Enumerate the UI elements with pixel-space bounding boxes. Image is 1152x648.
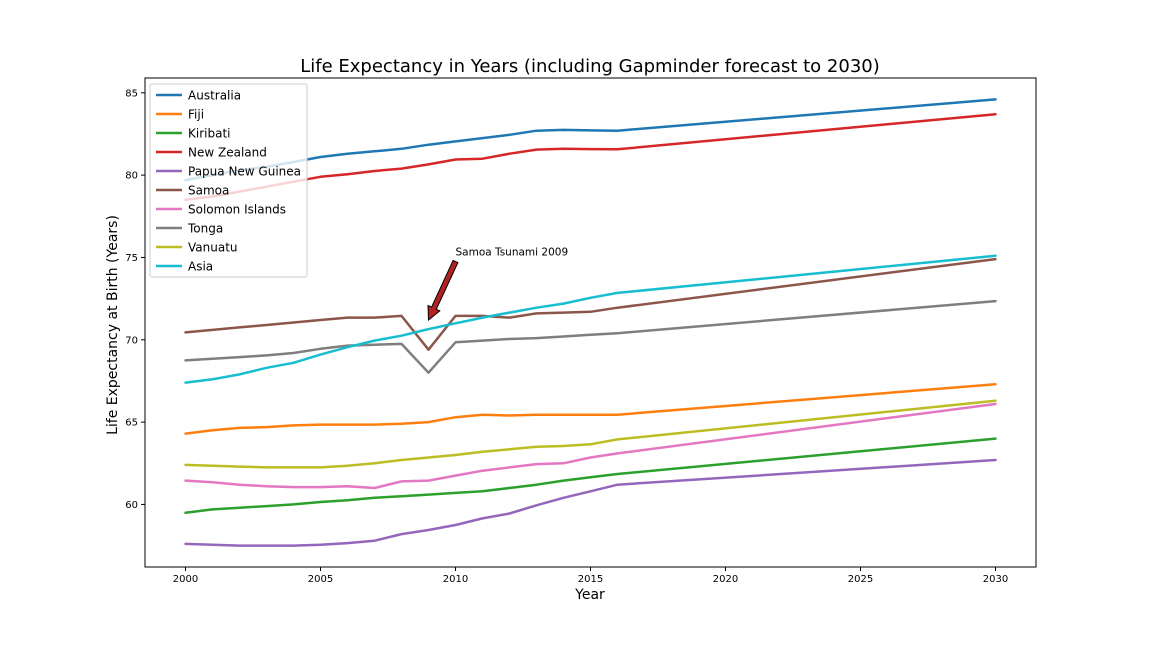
annotations: Samoa Tsunami 2009 [427,246,569,322]
chart-title: Life Expectancy in Years (including Gapm… [300,56,880,77]
legend-label: Australia [188,89,241,103]
y-tick-label: 60 [125,500,138,511]
y-axis-label: Life Expectancy at Birth (Years) [105,215,121,435]
y-tick-label: 85 [125,88,138,99]
legend-label: Papua New Guinea [188,165,301,179]
x-tick-label: 2015 [578,574,603,585]
y-tick-label: 70 [125,335,138,346]
x-tick-label: 2020 [713,574,738,585]
series-line-vanuatu [184,399,997,469]
x-tick-label: 2010 [443,574,468,585]
x-tick-label: 2000 [173,574,198,585]
series-line-fiji [184,382,997,435]
x-tick-label: 2025 [848,574,873,585]
legend-label: Solomon Islands [188,203,286,217]
series-line-tonga [184,299,997,374]
y-tick-label: 75 [125,253,138,264]
legend-label: Vanuatu [188,241,238,255]
legend-label: Asia [188,260,213,274]
series-line-kiribati [184,437,997,514]
axes: 2000 2005 2010 2015 2020 2025 2030 60 65 70 75 80 85 [125,77,1037,585]
annotation-arrow [427,259,459,322]
legend-label: Samoa [188,184,229,198]
legend-label: Kiribati [188,127,230,141]
y-tick-label: 65 [125,418,138,429]
x-axis-label: Year [574,587,605,603]
annotation-text: Samoa Tsunami 2009 [456,246,569,258]
x-tick-label: 2005 [308,574,333,585]
legend: Australia Fiji Kiribati New Zealand Papua Ne… [149,83,308,278]
series-line-asia [184,254,997,384]
legend-label: New Zealand [188,146,267,160]
x-tick-label: 2030 [983,574,1008,585]
series-line-solomon-islands [184,402,997,490]
legend-label: Fiji [188,108,204,122]
legend-label: Tonga [187,222,223,236]
y-tick-label: 80 [125,171,138,182]
series-line-papua-new-guinea [184,458,997,547]
legend-box [149,83,308,278]
